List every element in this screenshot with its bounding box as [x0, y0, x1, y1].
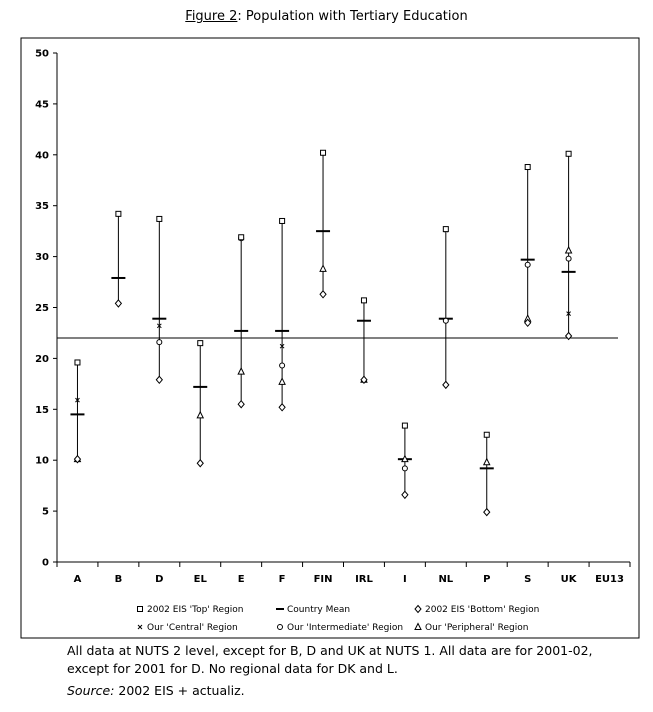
marker-diamond [114, 299, 123, 308]
legend-label: Our 'Central' Region [147, 623, 238, 633]
figure-label: Figure 2 [185, 9, 238, 24]
series-markers [70, 149, 576, 517]
y-tick-label: 35 [35, 201, 49, 212]
y-tick-label: 25 [35, 303, 49, 314]
marker-triangle [482, 457, 491, 466]
marker-triangle [237, 367, 245, 375]
y-tick-label: 30 [35, 252, 49, 263]
marker-diamond [278, 402, 286, 412]
y-tick-label: 0 [42, 558, 49, 569]
marker-square [320, 149, 327, 156]
marker-triangle [564, 245, 573, 254]
x-tick-label: A [74, 574, 82, 585]
x-tick-label: NL [438, 574, 453, 585]
marker-circle [401, 465, 408, 472]
marker-diamond [319, 289, 327, 299]
marker-square [360, 297, 367, 304]
marker-x [279, 343, 285, 349]
source-note: Source: 2002 EIS + actualiz. [67, 683, 245, 698]
x-tick-label: F [279, 574, 286, 585]
marker-x [566, 311, 571, 316]
legend-marker-diamond [414, 604, 422, 614]
marker-x [156, 323, 162, 329]
legend-item: Country Mean [276, 605, 350, 615]
y-tick-label: 40 [35, 150, 49, 161]
legend-label: 2002 EIS 'Top' Region [147, 605, 244, 615]
legend-marker-x [137, 624, 143, 630]
marker-diamond [564, 331, 573, 341]
y-tick-label: 10 [35, 456, 49, 467]
marker-diamond [360, 375, 368, 385]
marker-circle [156, 339, 163, 346]
range-lines [76, 152, 570, 513]
marker-square [115, 210, 122, 217]
marker-circle [524, 261, 531, 268]
legend-marker-circle [277, 624, 283, 630]
legend-item: Our 'Peripheral' Region [414, 622, 528, 633]
marker-circle [279, 362, 286, 369]
x-tick-label: P [483, 574, 490, 585]
legend-marker-triangle [414, 622, 422, 630]
legend-item: Our 'Central' Region [137, 623, 238, 633]
legend-item: Our 'Intermediate' Region [277, 623, 403, 633]
legend: 2002 EIS 'Top' Region Country Mean 2002 EI… [137, 604, 539, 633]
x-tick-label: B [115, 574, 123, 585]
x-tick-label: EL [194, 574, 208, 585]
legend-label: Our 'Peripheral' Region [425, 623, 528, 633]
marker-square [74, 359, 81, 366]
marker-diamond [73, 454, 82, 464]
marker-square [442, 226, 449, 233]
marker-triangle [401, 454, 409, 463]
x-tick-label: S [524, 574, 531, 585]
y-tick-label: 20 [35, 354, 49, 365]
marker-square [238, 234, 245, 241]
source-label: Source: [67, 683, 115, 698]
marker-diamond [237, 399, 245, 409]
x-tick-label: FIN [314, 574, 333, 585]
source-text: 2002 EIS + actualiz. [114, 683, 245, 698]
figure-title: Figure 2: Population with Tertiary Educa… [0, 9, 653, 24]
marker-diamond [524, 318, 532, 328]
marker-diamond [483, 507, 491, 517]
figure-title-text: Population with Tertiary Education [241, 9, 468, 24]
x-tick-label: I [403, 574, 407, 585]
marker-square [565, 150, 572, 157]
marker-circle [442, 317, 449, 324]
marker-triangle [319, 264, 327, 272]
footnote: All data at NUTS 2 level, except for B, … [67, 643, 593, 676]
figure-title-separator: : [237, 9, 242, 24]
legend-label: 2002 EIS 'Bottom' Region [425, 605, 539, 615]
y-tick-label: 50 [35, 49, 49, 60]
legend-label: Our 'Intermediate' Region [287, 623, 403, 633]
marker-triangle [278, 377, 286, 385]
marker-triangle [196, 410, 205, 419]
chart-frame [20, 37, 640, 639]
marker-diamond [196, 458, 204, 468]
marker-square [524, 164, 531, 171]
marker-square [279, 217, 286, 224]
x-tick-label: UK [561, 574, 578, 585]
range-chart: 0 5 10 15 20 25 30 35 40 45 50 A B D EL E F FIN IRL I NL P S UK… [20, 37, 640, 639]
y-tick-label: 15 [35, 405, 49, 416]
marker-diamond [442, 380, 450, 390]
marker-square [156, 215, 163, 222]
legend-item: 2002 EIS 'Bottom' Region [414, 604, 539, 615]
marker-x [75, 397, 80, 403]
legend-marker-square [137, 606, 143, 612]
y-tick-label: 5 [42, 507, 49, 518]
marker-diamond [155, 375, 163, 385]
x-tick-label: EU13 [595, 574, 624, 585]
legend-item: 2002 EIS 'Top' Region [137, 605, 244, 615]
axes: 0 5 10 15 20 25 30 35 40 45 50 A B D EL E F FIN IRL I NL P S UK… [35, 49, 631, 585]
y-tick-label: 45 [35, 99, 49, 110]
marker-circle [565, 255, 572, 262]
marker-square [197, 340, 204, 347]
legend-label: Country Mean [287, 605, 350, 615]
marker-square [483, 431, 490, 438]
x-tick-label: D [155, 574, 163, 585]
marker-square [401, 422, 408, 429]
marker-diamond [401, 490, 409, 500]
x-tick-label: IRL [355, 574, 373, 585]
x-tick-label: E [238, 574, 245, 585]
